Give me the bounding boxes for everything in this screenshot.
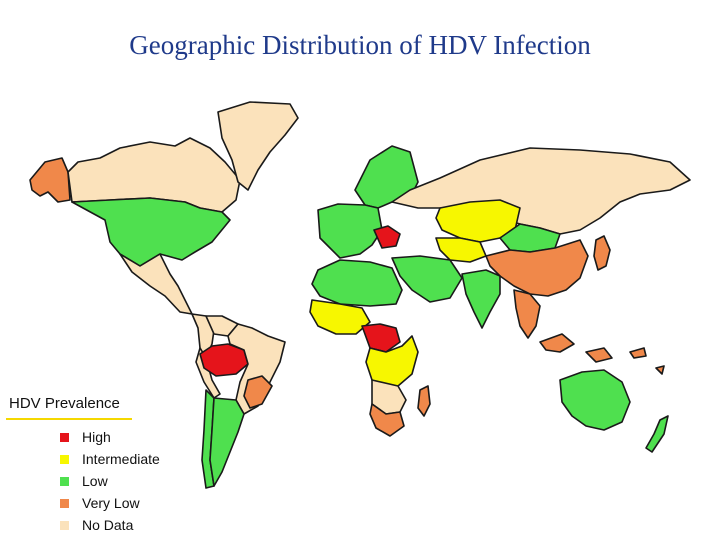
region-madagascar[interactable]: Madagascar (417, 385, 431, 417)
region-australia[interactable]: Australia (559, 369, 631, 431)
region-china[interactable]: China (485, 239, 589, 297)
region-greenland[interactable]: Greenland (217, 101, 299, 191)
legend-divider (6, 418, 132, 420)
legend-title: HDV Prevalence (9, 395, 120, 412)
region-southeast-asia[interactable]: Southeast Asia (513, 289, 613, 363)
region-north-africa[interactable]: North Africa (311, 259, 403, 307)
legend-label-low: Low (82, 473, 108, 489)
region-india[interactable]: India (461, 269, 501, 329)
legend-swatch-high (60, 432, 69, 442)
legend-item-low: Low (60, 470, 206, 492)
legend-swatch-low (60, 476, 69, 486)
legend: HDV Prevalence High Intermediate Low Ver… (6, 395, 206, 536)
legend-list: High Intermediate Low Very Low No Data (60, 426, 206, 536)
region-eastern-europe[interactable]: Eastern Europe (373, 225, 401, 249)
region-mexico[interactable]: Mexico (119, 253, 193, 315)
legend-swatch-intermediate (60, 454, 69, 464)
legend-label-very-low: Very Low (82, 495, 140, 511)
legend-label-high: High (82, 429, 111, 445)
region-pacific-islands[interactable]: Pacific Islands (629, 347, 665, 375)
region-japan[interactable]: Japan (593, 235, 611, 271)
region-new-zealand[interactable]: New Zealand (645, 415, 669, 453)
region-south-africa[interactable]: South Africa (369, 403, 405, 437)
legend-item-very-low: Very Low (60, 492, 206, 514)
world-map: Alaska Canada Greenland United States Me… (29, 101, 691, 489)
region-central-asia[interactable]: Central Asia (435, 237, 487, 263)
legend-item-high: High (60, 426, 206, 448)
region-west-africa[interactable]: West Africa (309, 299, 371, 335)
legend-swatch-very-low (60, 498, 69, 508)
region-western-europe[interactable]: Western Europe (317, 203, 383, 259)
legend-label-no-data: No Data (82, 517, 134, 533)
region-eastern-brazil[interactable]: Eastern Brazil (243, 375, 273, 409)
map-title: Geographic Distribution of HDV Infection (129, 30, 591, 60)
legend-swatch-no-data (60, 520, 69, 530)
region-alaska[interactable]: Alaska (29, 157, 71, 203)
region-usa[interactable]: United States (71, 197, 231, 267)
legend-item-intermediate: Intermediate (60, 448, 206, 470)
region-central-africa[interactable]: Central Africa (361, 323, 401, 353)
region-east-africa[interactable]: East Africa (365, 335, 419, 391)
region-argentina[interactable]: Argentina (209, 397, 245, 487)
legend-label-intermediate: Intermediate (82, 451, 160, 467)
region-middle-east[interactable]: Middle East (391, 255, 463, 303)
legend-item-no-data: No Data (60, 514, 206, 536)
